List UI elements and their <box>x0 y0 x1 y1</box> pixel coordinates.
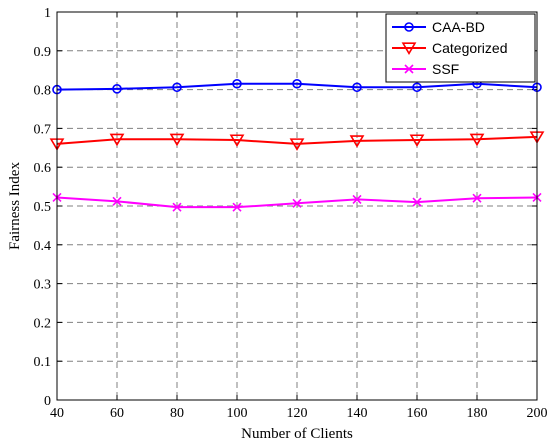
legend-label: CAA-BD <box>432 19 485 35</box>
x-marker-stroke <box>292 198 302 208</box>
y-tick-label: 0.8 <box>34 84 52 99</box>
legend-label: Categorized <box>432 40 508 56</box>
data-point-circle-marker <box>404 22 414 32</box>
plot-frame <box>56 11 538 401</box>
legend-label: SSF <box>432 61 459 77</box>
data-point-circle-marker <box>112 84 122 94</box>
data-point-triangle-marker <box>109 133 125 147</box>
data-point-circle-marker <box>292 78 302 89</box>
y-tick-label: 0.9 <box>34 45 52 60</box>
x-tick-label: 40 <box>50 406 64 421</box>
legend-item: SSF <box>392 61 459 77</box>
x-marker-stroke <box>232 202 242 212</box>
data-point-triangle-marker <box>401 42 417 55</box>
data-point-x-marker <box>404 64 414 74</box>
x-marker-stroke <box>172 202 182 212</box>
data-point-circle-marker <box>232 78 242 89</box>
x-axis-label: Number of Clients <box>241 426 353 442</box>
y-tick-label: 0.2 <box>34 316 52 331</box>
y-tick-label: 0.4 <box>34 239 52 254</box>
data-point-circle-marker <box>172 82 182 93</box>
data-point-triangle-marker <box>229 134 245 148</box>
series-categorized <box>49 131 545 151</box>
series-ssf <box>52 192 542 212</box>
data-point-triangle-marker <box>289 138 305 151</box>
series-line <box>56 82 538 91</box>
data-point-x-marker <box>472 193 482 203</box>
x-marker-stroke <box>472 193 482 203</box>
axis-ticks: 40 60 80 100 120 140 160 180 200 0 0.1 0.2 0.3 0.4 0.5… <box>34 6 548 421</box>
x-marker-stroke <box>112 196 122 206</box>
data-point-triangle-marker <box>409 134 425 148</box>
x-tick-label: 200 <box>527 406 548 421</box>
data-point-x-marker <box>412 197 422 207</box>
data-point-triangle-marker <box>469 133 485 147</box>
y-axis-label: Fairness Index <box>7 162 23 250</box>
data-point-x-marker <box>172 202 182 212</box>
y-tick-label: 0.1 <box>34 355 52 370</box>
data-point-triangle-marker <box>169 133 185 147</box>
data-point-x-marker <box>352 194 362 204</box>
x-tick-label: 140 <box>347 406 368 421</box>
x-marker-stroke <box>412 197 422 207</box>
y-tick-label: 1 <box>44 6 51 21</box>
x-tick-label: 80 <box>170 406 184 421</box>
y-tick-label: 0.5 <box>34 200 52 215</box>
x-marker-stroke <box>404 64 414 74</box>
x-tick-label: 100 <box>227 406 248 421</box>
legend-item: Categorized <box>392 40 508 56</box>
x-tick-label: 120 <box>287 406 308 421</box>
y-tick-label: 0.6 <box>34 161 52 176</box>
data-point-triangle-marker <box>349 135 365 148</box>
series-line <box>56 135 538 145</box>
legend: CAA-BD Categorized SSF <box>385 13 536 83</box>
y-tick-label: 0 <box>44 394 51 409</box>
data-point-circle-marker <box>352 82 362 93</box>
legend-item: CAA-BD <box>392 19 485 35</box>
data-point-x-marker <box>112 196 122 206</box>
x-tick-label: 160 <box>407 406 428 421</box>
x-tick-label: 180 <box>467 406 488 421</box>
data-point-x-marker <box>292 198 302 208</box>
data-point-circle-marker <box>412 82 422 93</box>
y-tick-label: 0.7 <box>34 122 52 137</box>
data-point-x-marker <box>232 202 242 212</box>
x-tick-label: 60 <box>110 406 124 421</box>
x-marker-stroke <box>352 194 362 204</box>
y-tick-label: 0.3 <box>34 278 52 293</box>
grid <box>56 11 538 401</box>
